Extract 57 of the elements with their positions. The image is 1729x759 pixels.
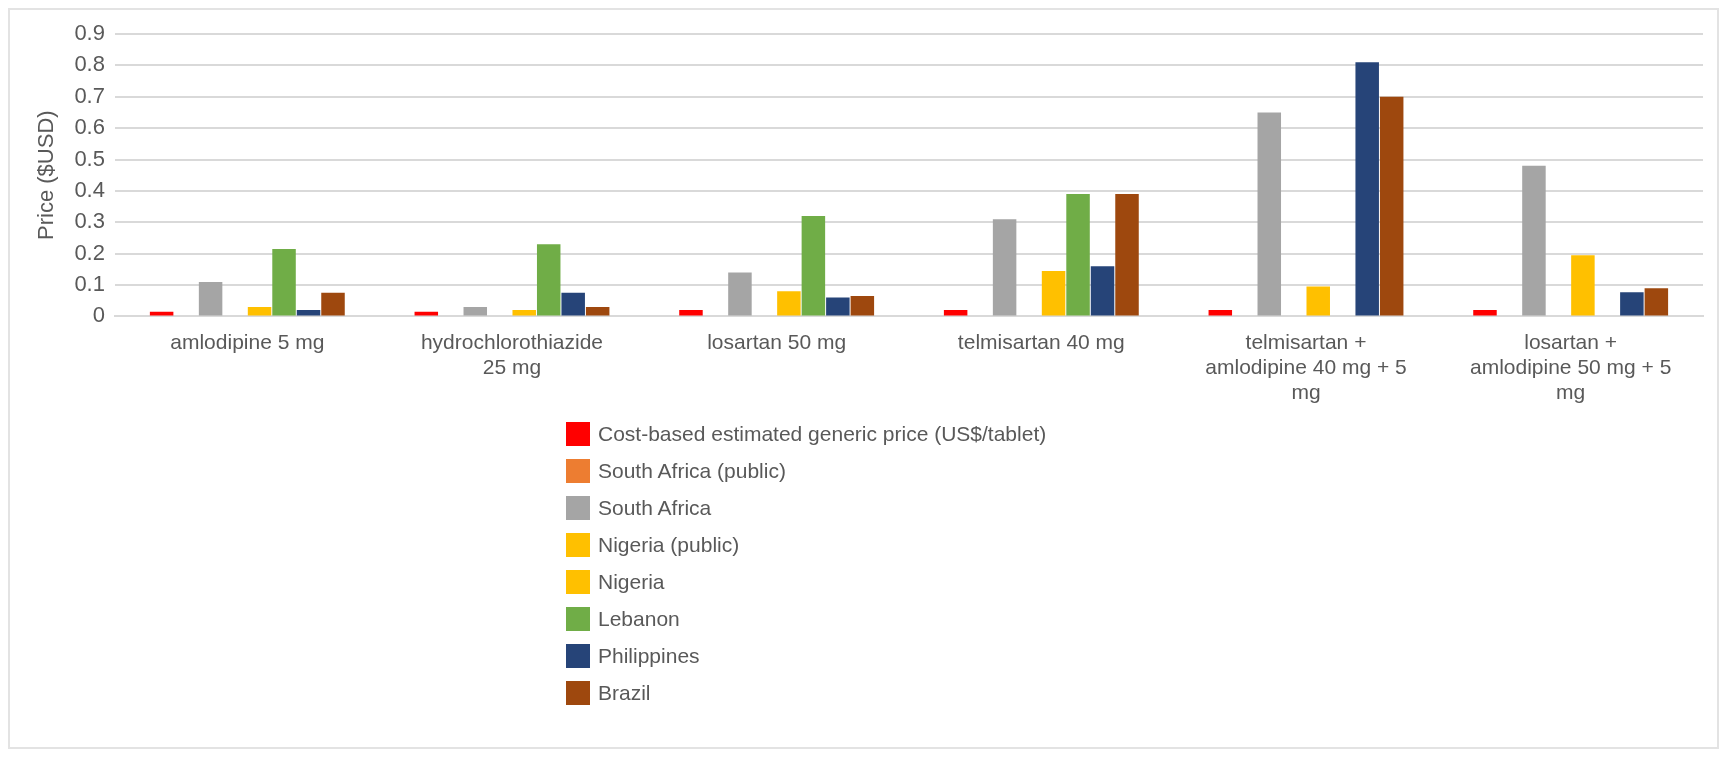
bar <box>777 291 801 316</box>
bar <box>943 310 968 316</box>
bar <box>1115 194 1139 316</box>
bar <box>1522 165 1546 316</box>
bar <box>1620 292 1644 316</box>
x-tick-label: telmisartan 40 mg <box>957 329 1125 353</box>
legend-label: Nigeria (public) <box>598 533 740 557</box>
y-tick-label: 0.9 <box>74 20 105 46</box>
legend-label: Lebanon <box>598 607 680 631</box>
bar <box>321 292 345 316</box>
bar <box>463 306 488 316</box>
bar <box>512 310 536 316</box>
bar <box>1306 286 1330 316</box>
bar <box>1644 288 1669 316</box>
bar <box>1379 96 1404 316</box>
bar <box>1355 62 1379 316</box>
x-tick-label: hydrochlorothiazide 25 mg <box>420 329 604 378</box>
bar <box>1090 266 1115 316</box>
y-tick-label: 0.6 <box>74 114 105 140</box>
bar <box>679 310 703 316</box>
bar <box>198 281 223 316</box>
bar <box>1041 270 1066 316</box>
bar <box>561 292 585 316</box>
bar <box>728 272 752 316</box>
y-tick-label: 0.8 <box>74 51 105 77</box>
bar <box>247 306 272 316</box>
bar <box>1208 310 1233 316</box>
y-tick-label: 0.5 <box>74 145 105 171</box>
bar <box>296 310 321 316</box>
y-tick-label: 0.7 <box>74 82 105 108</box>
bar <box>1571 255 1595 316</box>
y-tick-label: 0 <box>92 302 105 328</box>
bar <box>272 248 296 316</box>
bar <box>585 306 610 316</box>
y-tick-label: 0.1 <box>74 271 105 297</box>
x-tick-label: losartan + amlodipine 50 mg + 5 mg <box>1469 329 1672 404</box>
legend-label: Cost-based estimated generic price (US$/tablet) <box>598 422 1047 446</box>
x-tick-label: losartan 50 mg <box>707 329 847 353</box>
bar <box>801 215 826 316</box>
y-axis-title: Price ($USD) <box>33 110 59 240</box>
y-tick-label: 0.3 <box>74 208 105 234</box>
bar <box>850 296 875 316</box>
legend-label: South Africa <box>598 496 712 520</box>
y-tick-label: 0.2 <box>74 239 105 265</box>
x-tick-label: amlodipine 5 mg <box>170 329 325 353</box>
bar <box>826 297 850 316</box>
legend-label: Nigeria <box>598 570 665 594</box>
y-tick-label: 0.4 <box>74 176 105 202</box>
bar <box>536 244 561 316</box>
legend-label: Brazil <box>598 681 651 705</box>
bar <box>1473 310 1497 316</box>
legend-label: South Africa (public) <box>598 459 786 483</box>
legend-label: Philippines <box>598 644 700 668</box>
bar <box>1066 194 1090 316</box>
bar <box>992 219 1017 316</box>
bar <box>1257 112 1282 316</box>
x-tick-label: telmisartan + amlodipine 40 mg + 5 mg <box>1205 329 1407 404</box>
